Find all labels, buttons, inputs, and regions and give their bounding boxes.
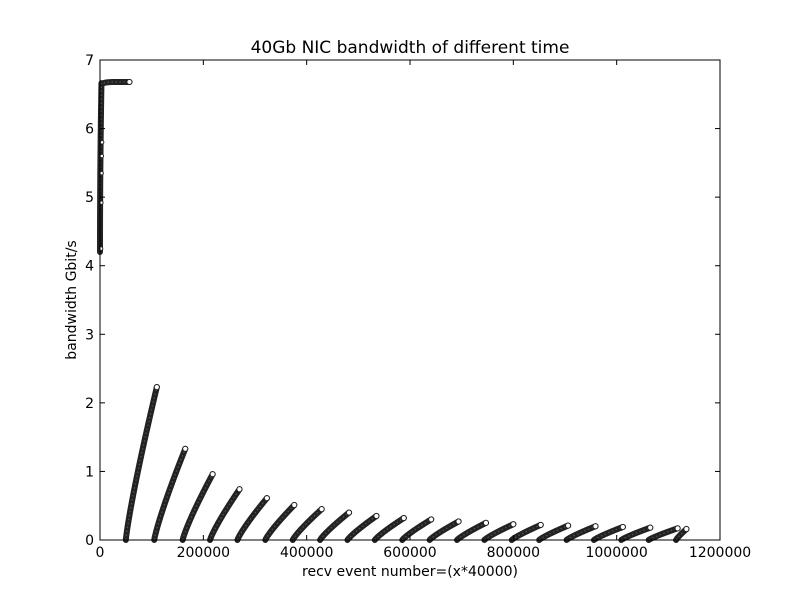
segment-end-marker bbox=[537, 521, 544, 529]
segment-marker-texture bbox=[593, 526, 624, 541]
segment-marker-texture bbox=[620, 527, 651, 541]
segment-marker-texture bbox=[648, 527, 678, 541]
data-series-segment bbox=[399, 516, 435, 543]
segment-band bbox=[234, 495, 270, 543]
data-series-segment bbox=[122, 383, 160, 543]
y-tick-label: 5 bbox=[85, 190, 94, 206]
segment-band bbox=[371, 515, 407, 543]
data-series-segment bbox=[207, 486, 243, 543]
segment-end-marker bbox=[455, 518, 462, 525]
data-series-segment bbox=[454, 519, 490, 543]
segment-end-marker bbox=[428, 516, 435, 523]
segment-end-marker bbox=[647, 524, 654, 531]
segment-end-marker bbox=[209, 471, 216, 478]
segment-end-marker bbox=[345, 509, 353, 516]
segment-end-marker bbox=[565, 522, 572, 529]
data-series-segment bbox=[371, 514, 407, 543]
segment-marker-texture bbox=[264, 504, 295, 541]
segment-band bbox=[179, 471, 216, 543]
data-series-segment bbox=[426, 518, 462, 543]
data-point bbox=[99, 153, 105, 159]
x-tick-label: 0 bbox=[96, 545, 105, 561]
y-axis-label: bandwidth Gbit/s bbox=[64, 240, 80, 359]
data-series-segment bbox=[481, 521, 517, 543]
segment-marker-texture bbox=[319, 512, 350, 541]
data-series-segment bbox=[645, 525, 681, 543]
x-tick-label: 800000 bbox=[487, 545, 540, 561]
y-tick-label: 3 bbox=[85, 327, 94, 343]
segment-end-marker bbox=[318, 506, 325, 513]
data-point bbox=[99, 139, 105, 145]
data-series-segment bbox=[289, 506, 325, 543]
y-tick-label: 2 bbox=[85, 396, 94, 412]
data-series-segment bbox=[97, 78, 133, 255]
segment-end-marker bbox=[182, 445, 189, 452]
plot-area bbox=[97, 78, 690, 543]
segment-marker-texture bbox=[538, 525, 569, 541]
y-tick-label: 7 bbox=[85, 53, 94, 69]
data-series-segment bbox=[317, 509, 353, 543]
segment-marker-texture bbox=[153, 448, 186, 541]
data-series-segment bbox=[536, 522, 572, 543]
y-tick-label: 1 bbox=[85, 464, 94, 480]
segment-band bbox=[344, 513, 380, 543]
segment-end-marker bbox=[592, 523, 599, 530]
segment-end-marker bbox=[236, 486, 243, 493]
data-series-segment bbox=[618, 524, 654, 543]
x-axis-label: recv event number=(x*40000) bbox=[302, 564, 518, 580]
segment-end-marker bbox=[400, 514, 407, 522]
segment-marker-texture bbox=[209, 488, 240, 541]
x-tick-label: 1200000 bbox=[689, 545, 751, 561]
data-series-segment bbox=[179, 471, 216, 543]
segment-marker-texture bbox=[292, 508, 323, 541]
data-series-segment bbox=[234, 495, 270, 543]
y-tick-label: 0 bbox=[85, 533, 94, 549]
x-tick-label: 600000 bbox=[383, 545, 436, 561]
y-tick-label: 6 bbox=[85, 122, 94, 138]
segment-end-marker bbox=[510, 521, 517, 528]
x-tick-label: 400000 bbox=[280, 545, 333, 561]
axis-ticks: 0 200000 400000 600000 800000 1000000 1200000 0… bbox=[85, 53, 751, 561]
segment-end-marker bbox=[482, 519, 490, 526]
segment-marker-texture bbox=[429, 520, 459, 541]
data-series-segment bbox=[262, 501, 298, 543]
data-series-segment bbox=[563, 523, 599, 543]
data-series-segment bbox=[151, 445, 189, 543]
x-tick-label: 200000 bbox=[177, 545, 230, 561]
segment-band bbox=[399, 516, 435, 543]
y-tick-label: 4 bbox=[85, 259, 94, 275]
segment-marker-texture bbox=[483, 523, 514, 541]
segment-end-marker bbox=[126, 78, 133, 86]
segment-marker-texture bbox=[511, 524, 541, 541]
chart-title: 40Gb NIC bandwidth of different time bbox=[251, 38, 570, 58]
segment-marker-texture bbox=[99, 81, 130, 253]
segment-end-marker bbox=[619, 523, 626, 531]
x-tick-label: 1000000 bbox=[585, 545, 647, 561]
data-series-segment bbox=[673, 525, 690, 543]
segment-marker-texture bbox=[566, 525, 596, 541]
segment-end-marker bbox=[153, 383, 160, 391]
segment-band bbox=[122, 384, 160, 543]
segment-end-marker bbox=[373, 512, 380, 520]
data-series-segment bbox=[344, 512, 380, 543]
data-series-segment bbox=[590, 523, 626, 543]
segment-end-marker bbox=[263, 495, 270, 502]
segment-marker-texture bbox=[456, 522, 487, 541]
segment-end-marker bbox=[674, 525, 681, 532]
data-series-segment bbox=[508, 521, 544, 543]
segment-end-marker bbox=[683, 525, 690, 533]
segment-end-marker bbox=[291, 501, 298, 509]
